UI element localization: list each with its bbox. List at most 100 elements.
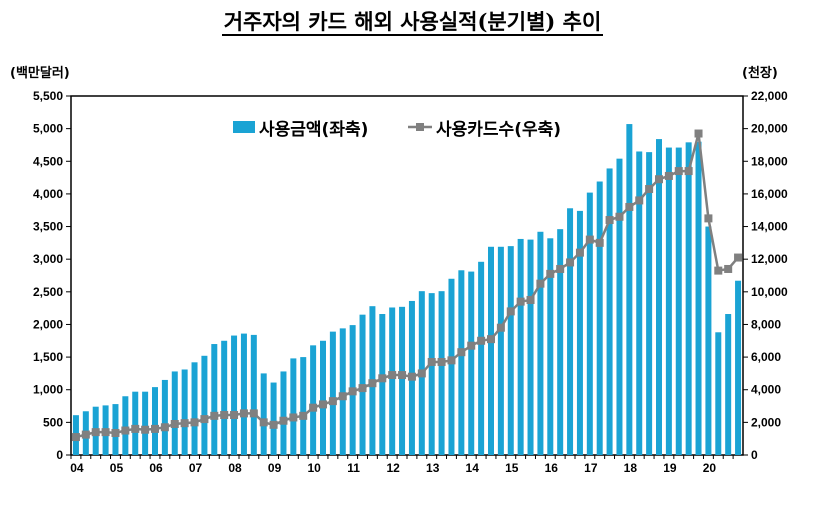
bar-27 bbox=[339, 328, 346, 455]
bar-14 bbox=[211, 344, 218, 455]
chart-title: 거주자의 카드 해외 사용실적(분기별) 추이 bbox=[221, 9, 604, 36]
bar-36 bbox=[428, 293, 435, 455]
right-tick-label: 16,000 bbox=[751, 187, 788, 201]
bar-25 bbox=[320, 340, 326, 455]
x-tick-label: 19 bbox=[663, 461, 677, 475]
right-tick-label: 18,000 bbox=[751, 154, 788, 168]
card-count-point-0 bbox=[71, 433, 80, 442]
legend-line-label: 사용카드수(우축) bbox=[436, 120, 561, 140]
card-count-point-40 bbox=[467, 341, 476, 350]
card-count-point-48 bbox=[546, 269, 555, 278]
card-count-point-44 bbox=[506, 307, 515, 316]
bar-53 bbox=[596, 181, 603, 456]
left-tick-label: 1,500 bbox=[33, 350, 63, 364]
card-count-point-42 bbox=[487, 335, 495, 344]
right-tick-label: 14,000 bbox=[751, 220, 788, 234]
bar-62 bbox=[685, 142, 692, 456]
bar-26 bbox=[329, 331, 336, 455]
card-count-point-47 bbox=[536, 279, 545, 288]
left-tick-label: 1,000 bbox=[33, 383, 63, 397]
right-tick-label: 20,000 bbox=[751, 122, 788, 136]
bar-39 bbox=[458, 270, 465, 455]
bar-22 bbox=[290, 358, 297, 455]
left-tick-label: 4,500 bbox=[33, 154, 63, 168]
legend-line-marker bbox=[416, 123, 424, 131]
x-tick-label: 15 bbox=[505, 461, 519, 475]
card-count-point-3 bbox=[101, 428, 110, 437]
card-count-point-21 bbox=[279, 416, 288, 425]
legend-bar-label: 사용금액(좌축) bbox=[259, 120, 368, 140]
bar-15 bbox=[221, 340, 228, 455]
bar-67 bbox=[735, 280, 742, 455]
right-tick-label: 6,000 bbox=[751, 350, 781, 364]
bar-43 bbox=[497, 246, 504, 455]
bar-60 bbox=[665, 147, 672, 455]
bar-23 bbox=[300, 357, 307, 455]
card-count-point-65 bbox=[714, 266, 723, 275]
bar-55 bbox=[616, 158, 623, 456]
bar-56 bbox=[626, 124, 633, 456]
bar-20 bbox=[270, 382, 277, 455]
x-tick-label: 13 bbox=[426, 461, 440, 475]
left-tick-label: 0 bbox=[56, 448, 63, 462]
card-count-point-19 bbox=[259, 418, 268, 427]
card-count-point-7 bbox=[141, 425, 150, 434]
card-count-point-59 bbox=[655, 175, 663, 184]
right-tick-label: 8,000 bbox=[751, 317, 781, 331]
card-count-point-33 bbox=[398, 371, 407, 380]
card-count-point-1 bbox=[81, 430, 90, 439]
card-count-point-11 bbox=[180, 419, 189, 428]
card-count-point-66 bbox=[724, 264, 733, 273]
card-count-point-2 bbox=[91, 428, 100, 437]
card-count-point-55 bbox=[615, 212, 624, 221]
card-count-point-17 bbox=[239, 409, 248, 418]
card-count-point-20 bbox=[269, 420, 278, 429]
card-count-point-15 bbox=[220, 411, 229, 420]
card-count-point-61 bbox=[674, 167, 683, 176]
card-count-point-63 bbox=[694, 129, 703, 138]
bar-17 bbox=[240, 333, 247, 455]
card-count-point-31 bbox=[378, 374, 387, 383]
right-tick-label: 4,000 bbox=[751, 383, 781, 397]
card-count-point-41 bbox=[477, 336, 486, 345]
x-tick-label: 16 bbox=[545, 461, 559, 475]
bar-37 bbox=[438, 291, 445, 455]
x-tick-label: 12 bbox=[386, 461, 400, 475]
bar-51 bbox=[576, 210, 583, 455]
card-count-point-30 bbox=[368, 379, 377, 388]
legend: 사용금액(좌축) 사용카드수(우축) bbox=[233, 120, 561, 140]
x-tick-label: 05 bbox=[110, 461, 124, 475]
card-count-point-34 bbox=[407, 372, 416, 381]
left-tick-label: 3,500 bbox=[33, 220, 63, 234]
card-count-point-49 bbox=[556, 264, 565, 273]
x-tick-label: 08 bbox=[228, 461, 242, 475]
right-tick-label: 12,000 bbox=[751, 252, 788, 266]
legend-bar-swatch bbox=[233, 121, 255, 133]
x-tick-label: 20 bbox=[703, 461, 717, 475]
bar-9 bbox=[161, 379, 168, 455]
bar-47 bbox=[537, 231, 544, 455]
bar-66 bbox=[725, 314, 732, 455]
bar-6 bbox=[132, 391, 139, 455]
left-tick-label: 500 bbox=[43, 415, 63, 429]
card-count-point-51 bbox=[575, 248, 584, 257]
bar-54 bbox=[606, 168, 613, 455]
bar-40 bbox=[468, 271, 475, 455]
bar-5 bbox=[122, 396, 129, 455]
bar-33 bbox=[399, 306, 406, 455]
card-count-point-46 bbox=[526, 295, 535, 304]
bar-61 bbox=[675, 147, 682, 455]
bar-11 bbox=[181, 369, 188, 455]
x-tick-label: 18 bbox=[624, 461, 638, 475]
bar-24 bbox=[310, 345, 317, 455]
card-count-point-5 bbox=[121, 426, 130, 435]
card-count-point-35 bbox=[417, 369, 426, 378]
card-count-point-57 bbox=[635, 196, 644, 205]
card-count-point-23 bbox=[299, 411, 308, 420]
right-tick-label: 2,000 bbox=[751, 415, 781, 429]
bar-18 bbox=[250, 334, 257, 455]
card-count-point-14 bbox=[210, 411, 219, 420]
card-count-point-24 bbox=[309, 403, 318, 412]
card-count-point-38 bbox=[447, 356, 456, 365]
